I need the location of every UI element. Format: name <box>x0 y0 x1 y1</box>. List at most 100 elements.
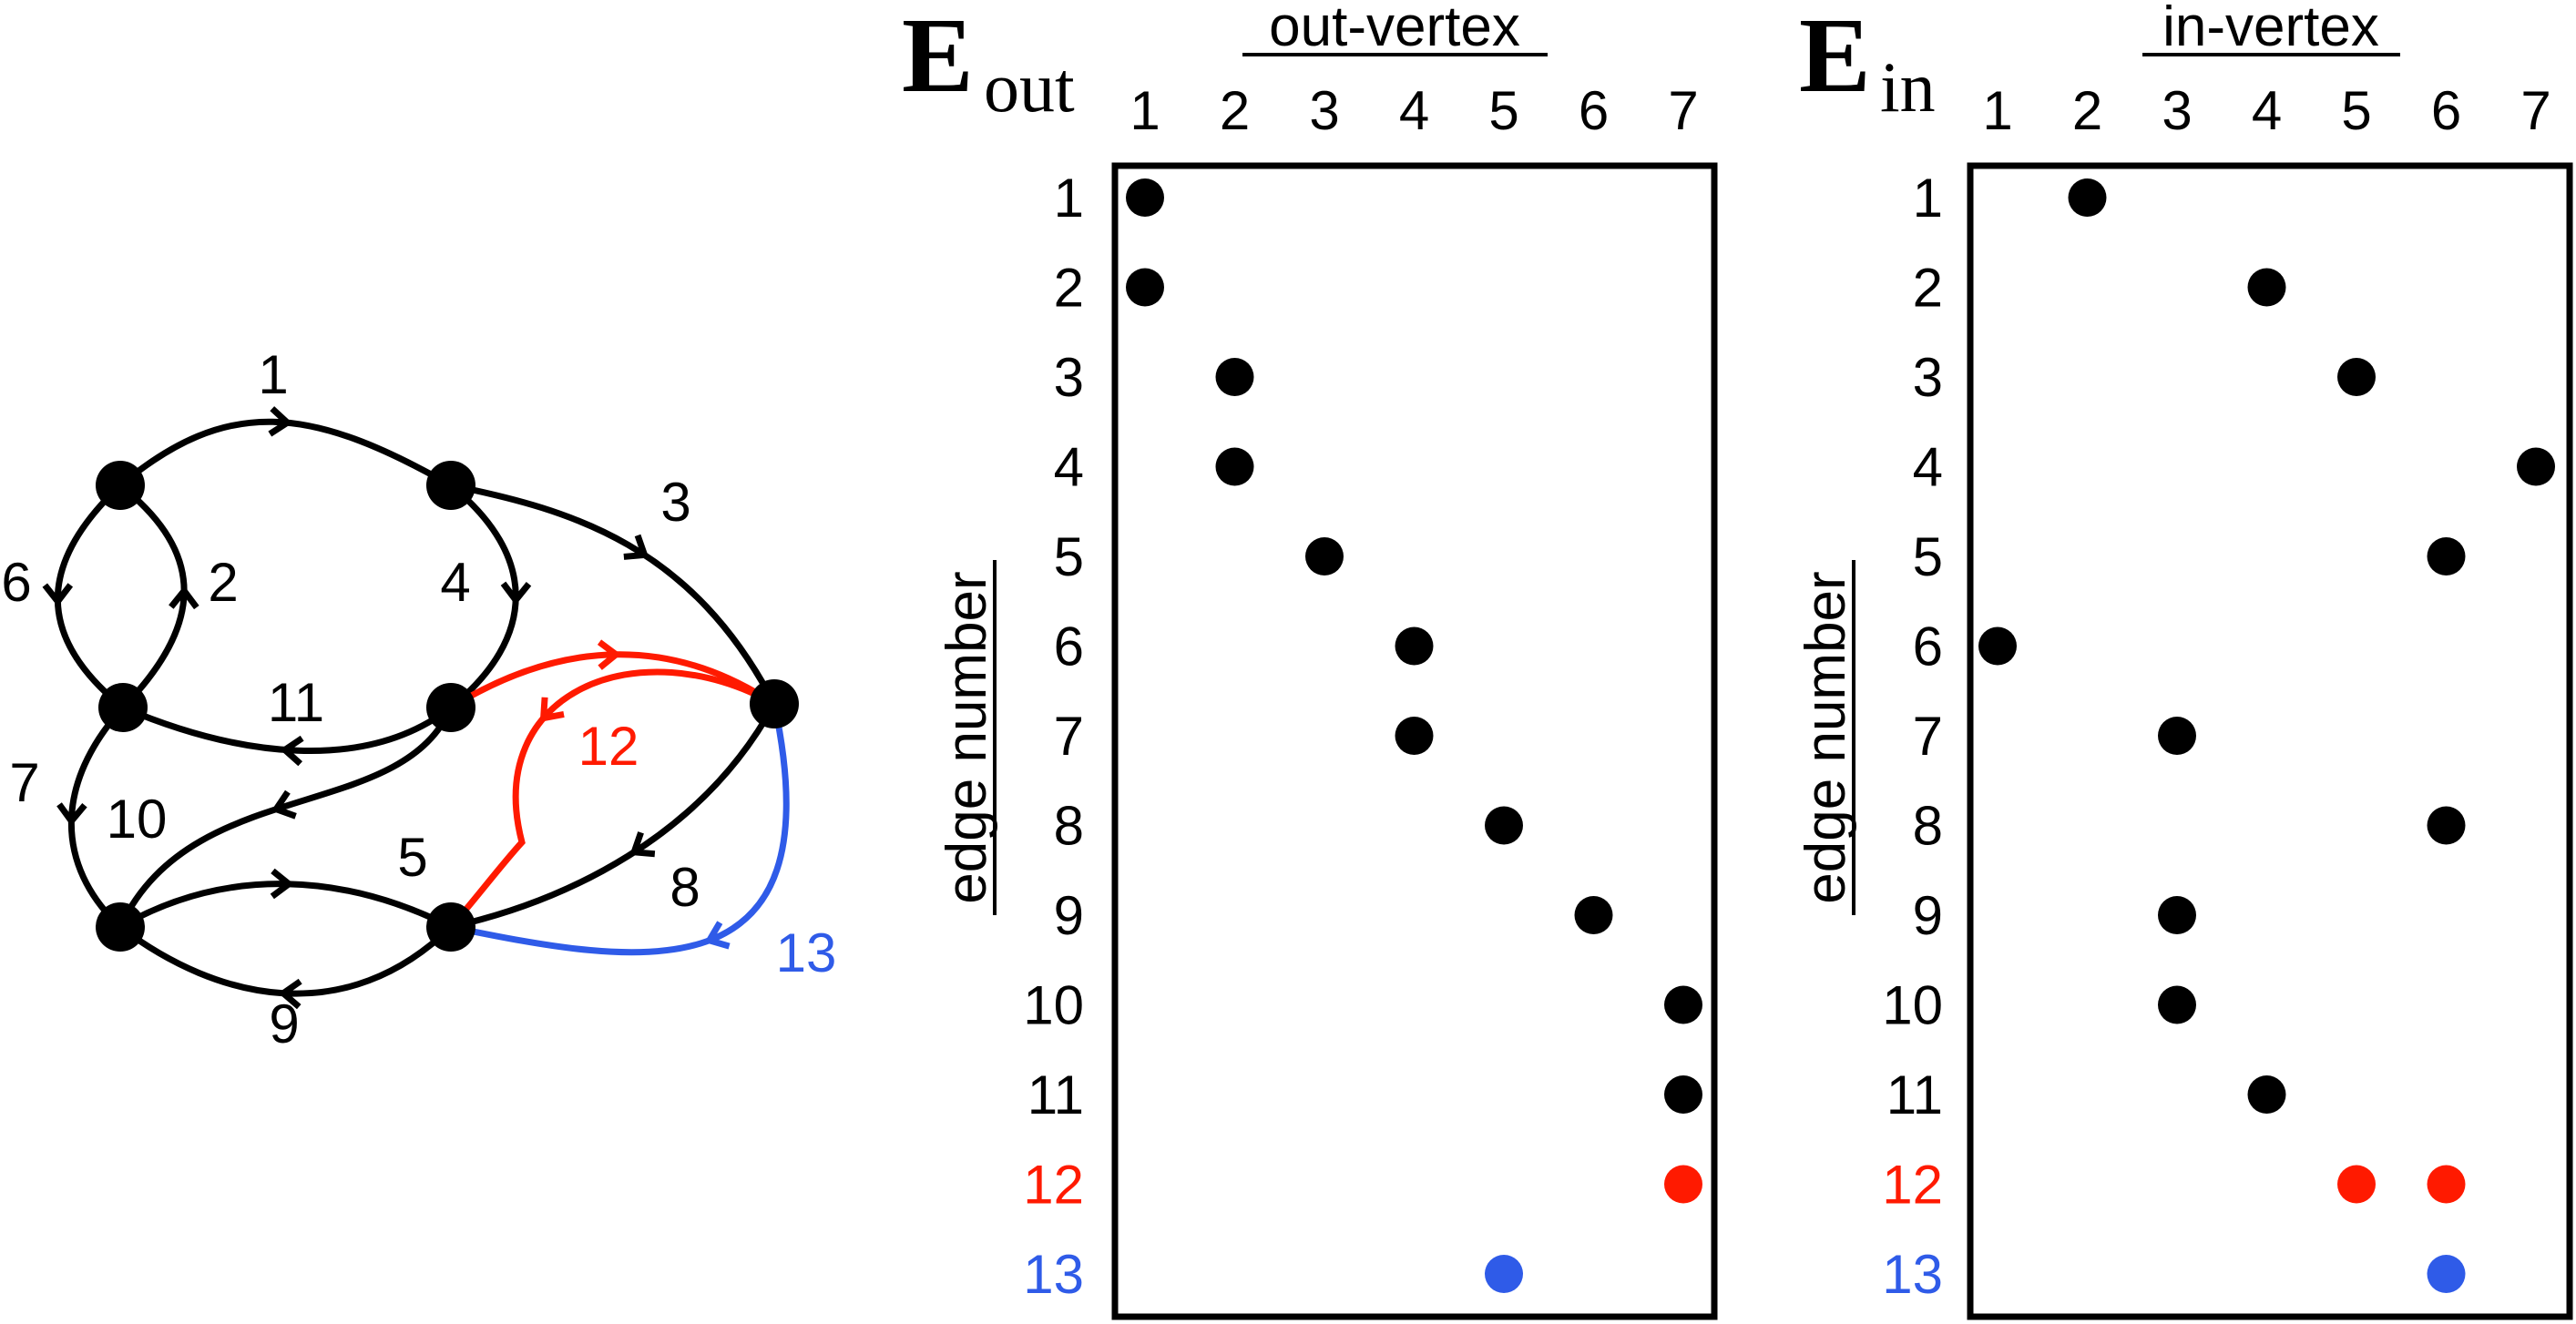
edge-3 <box>450 482 778 706</box>
arrowhead-icon <box>271 789 297 820</box>
arrowhead-icon <box>280 735 304 767</box>
arrowhead-icon <box>597 639 622 670</box>
ein-row-label-5: 5 <box>1913 526 1943 587</box>
edge-label-4: 4 <box>440 552 470 613</box>
eout-column-label-5: 5 <box>1488 80 1518 141</box>
eout-row-label-7: 7 <box>1054 706 1084 767</box>
eout-column-label-4: 4 <box>1399 80 1429 141</box>
edge-11-arrowhead <box>280 735 304 767</box>
vertex-b <box>426 461 475 510</box>
ein-row-label-1: 1 <box>1913 168 1943 229</box>
eout-row-header: edge number <box>935 571 998 903</box>
ein-entry-edge-4-vertex-7 <box>2517 447 2555 486</box>
ein-entry-edge-2-vertex-4 <box>2247 268 2286 307</box>
eout-entry-edge-7-vertex-4 <box>1395 717 1434 755</box>
edge-6 <box>55 483 126 710</box>
eout-entry-edge-2-vertex-1 <box>1126 268 1164 307</box>
eout-row-label-3: 3 <box>1054 347 1084 408</box>
ein-entry-edge-7-vertex-3 <box>2158 717 2196 755</box>
ein-column-label-6: 6 <box>2431 80 2461 141</box>
ein-entry-edge-5-vertex-6 <box>2427 537 2466 575</box>
ein-entries <box>1978 178 2555 1293</box>
ein-column-label-1: 1 <box>1982 80 2012 141</box>
eout-row-label-4: 4 <box>1054 437 1084 498</box>
edge-2-arrowhead <box>169 586 199 610</box>
ein-row-label-6: 6 <box>1913 616 1943 677</box>
ein-row-label-8: 8 <box>1913 796 1943 857</box>
arrowhead-icon <box>623 534 649 560</box>
arrowhead-icon <box>278 978 302 1010</box>
arrowhead-icon <box>56 802 87 827</box>
arrowhead-icon <box>42 583 74 607</box>
vertex-a <box>96 461 145 510</box>
ein-entry-edge-3-vertex-5 <box>2337 358 2376 396</box>
edge-12-second-branch-arrowhead <box>539 697 565 722</box>
arrowhead-icon <box>268 406 293 437</box>
edge-label-12: 12 <box>578 716 639 777</box>
edge-1 <box>118 418 453 489</box>
eout-entry-edge-9-vertex-6 <box>1574 896 1613 934</box>
vertex-d <box>426 683 475 732</box>
ein-column-label-4: 4 <box>2252 80 2282 141</box>
edge-6-arrowhead <box>42 583 74 607</box>
ein-column-label-3: 3 <box>2162 80 2192 141</box>
ein-title-main: E <box>1799 0 1871 115</box>
eout-column-label-1: 1 <box>1130 80 1160 141</box>
edge-10 <box>117 706 455 929</box>
eout-entry-edge-5-vertex-3 <box>1305 537 1344 575</box>
vertex-g <box>426 902 475 952</box>
ein-row-label-12: 12 <box>1882 1155 1943 1216</box>
edge-label-3: 3 <box>660 472 690 533</box>
ein-row-label-11: 11 <box>1886 1064 1943 1125</box>
vertex-f <box>96 902 145 952</box>
vertex-c <box>98 683 148 732</box>
edge-12-second-branch <box>448 668 776 930</box>
ein-row-label-2: 2 <box>1913 258 1943 319</box>
edge-label-1: 1 <box>258 344 288 405</box>
edge-label-2: 2 <box>208 552 238 613</box>
eout-row-label-6: 6 <box>1054 616 1084 677</box>
eout-entry-edge-8-vertex-5 <box>1485 806 1523 845</box>
edge-8-arrowhead <box>629 831 656 858</box>
ein-entry-edge-1-vertex-2 <box>2068 178 2107 217</box>
ein-column-label-2: 2 <box>2072 80 2102 141</box>
edge-label-8: 8 <box>670 857 700 918</box>
arrowhead-icon <box>500 581 532 606</box>
ein-entry-edge-6-vertex-1 <box>1978 626 2017 666</box>
edge-9-arrowhead <box>278 978 302 1010</box>
edge-8 <box>450 702 778 931</box>
eout-entry-edge-12-vertex-7 <box>1664 1165 1702 1204</box>
ein-entry-edge-13-vertex-6 <box>2427 1255 2466 1293</box>
edge-12-arrowhead <box>597 639 622 670</box>
ein-matrix-frame <box>1967 162 2573 1320</box>
ein-entry-edge-8-vertex-6 <box>2427 806 2466 845</box>
eout-row-label-1: 1 <box>1054 168 1084 229</box>
eout-column-label-6: 6 <box>1579 80 1609 141</box>
edge-label-10: 10 <box>107 789 168 850</box>
ein-title-subscript: in <box>1880 47 1936 127</box>
eout-entry-edge-11-vertex-7 <box>1664 1075 1702 1114</box>
arrowhead-icon <box>629 831 656 858</box>
arrowhead-icon <box>704 921 731 950</box>
eout-row-label-2: 2 <box>1054 258 1084 319</box>
edge-label-5: 5 <box>397 827 427 888</box>
eout-row-label-11: 11 <box>1027 1064 1084 1125</box>
eout-entry-edge-3-vertex-2 <box>1215 358 1254 396</box>
eout-column-label-2: 2 <box>1220 80 1250 141</box>
eout-row-label-9: 9 <box>1054 885 1084 946</box>
ein-row-header: edge number <box>1794 571 1857 903</box>
vertex-e <box>750 679 799 728</box>
arrowhead-icon <box>539 697 565 722</box>
ein-row-label-4: 4 <box>1913 437 1943 498</box>
ein-row-label-7: 7 <box>1913 706 1943 767</box>
ein-entry-edge-9-vertex-3 <box>2158 896 2196 934</box>
edge-label-6: 6 <box>1 552 31 613</box>
ein-entry-edge-11-vertex-4 <box>2247 1075 2286 1114</box>
edge-7-arrowhead <box>56 802 87 827</box>
edge-label-9: 9 <box>269 993 299 1054</box>
edge-4-arrowhead <box>500 581 532 606</box>
